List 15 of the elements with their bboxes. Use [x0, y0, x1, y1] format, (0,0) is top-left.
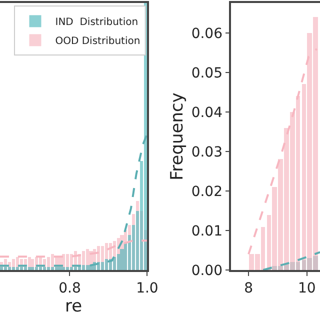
legend-label: OOD Distribution	[55, 36, 140, 48]
x-axis-title: re	[65, 296, 82, 317]
y-tick-label: 0.01	[191, 223, 222, 240]
y-tick-label: 0.04	[191, 104, 223, 121]
y-tick-label: 0.02	[191, 184, 222, 200]
legend-label: IND Distribution	[55, 17, 138, 28]
y-tick-label: 0.05	[191, 65, 222, 82]
y-axis-title: Frequency	[167, 92, 188, 180]
x-tick-label: 1.0	[136, 280, 158, 297]
y-tick-label: 0.03	[191, 144, 222, 160]
y-tick-label: 0.06	[191, 26, 223, 42]
x-tick-label: 10	[298, 280, 316, 297]
x-tick-label: 0.8	[58, 280, 81, 297]
y-tick-label: 0.00	[191, 262, 222, 279]
x-tick-label: 8	[244, 280, 253, 297]
